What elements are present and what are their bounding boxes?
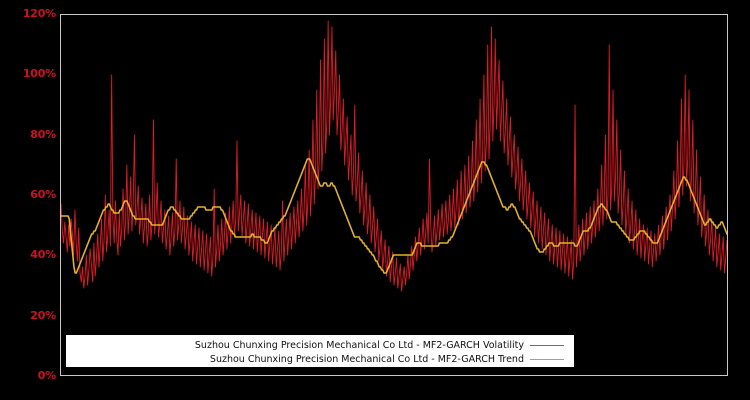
chart-canvas [61, 20, 727, 292]
y-tick-label: 120% [22, 7, 56, 20]
legend-label-trend: Suzhou Chunxing Precision Mechanical Co … [209, 354, 524, 365]
chart-legend: Suzhou Chunxing Precision Mechanical Co … [66, 335, 574, 367]
y-tick-label: 40% [30, 248, 56, 262]
legend-label-volatility: Suzhou Chunxing Precision Mechanical Co … [194, 340, 524, 351]
y-tick-label: 20% [30, 308, 56, 322]
trend-series [61, 158, 727, 274]
plot-area [60, 14, 728, 376]
y-tick-label: 80% [30, 127, 56, 141]
legend-swatch-volatility [530, 345, 564, 346]
y-tick-label: 60% [30, 188, 56, 201]
legend-swatch-trend [530, 359, 564, 360]
legend-entry-trend: Suzhou Chunxing Precision Mechanical Co … [66, 353, 568, 366]
legend-entry-volatility: Suzhou Chunxing Precision Mechanical Co … [66, 339, 568, 352]
y-tick-label: 0% [37, 369, 56, 382]
y-axis-tick-labels: 0% 20% 40% 60% 80% 100% 120% [0, 0, 56, 400]
volatility-series [61, 20, 727, 292]
y-tick-label: 100% [22, 67, 56, 81]
